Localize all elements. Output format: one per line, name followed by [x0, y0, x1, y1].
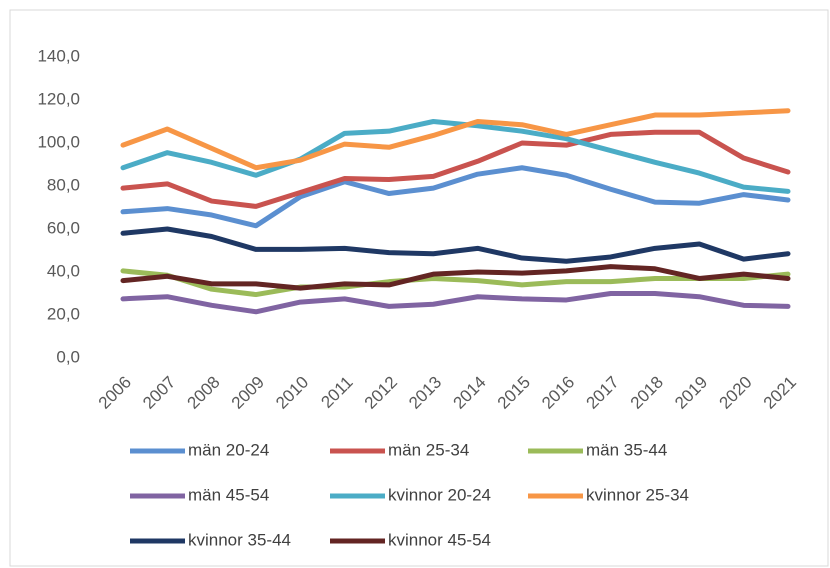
y-tick-label: 20,0	[47, 304, 80, 323]
legend-label: män 45-54	[188, 485, 269, 504]
y-tick-label: 40,0	[47, 261, 80, 280]
series-line	[120, 226, 791, 264]
series-line	[120, 108, 791, 171]
chart-frame	[9, 9, 829, 567]
legend-label: kvinnor 45-54	[388, 530, 491, 549]
y-tick-label: 120,0	[37, 89, 80, 108]
legend-label: kvinnor 20-24	[388, 485, 491, 504]
legend-label: kvinnor 35-44	[188, 530, 291, 549]
series-line	[120, 291, 791, 315]
series-line	[120, 119, 791, 194]
y-tick-label: 60,0	[47, 218, 80, 237]
series-line	[120, 264, 791, 291]
legend-label: kvinnor 25-34	[586, 485, 689, 504]
legend-label: män 20-24	[188, 440, 269, 459]
legend-label: män 35-44	[586, 440, 667, 459]
series-line	[120, 129, 791, 209]
series-line	[120, 165, 791, 229]
y-tick-label: 140,0	[37, 46, 80, 65]
y-tick-label: 80,0	[47, 175, 80, 194]
series-line	[120, 268, 791, 298]
legend-label: män 25-34	[388, 440, 469, 459]
y-tick-label: 0,0	[56, 347, 80, 366]
legend: män 20-24 män 25-34 män 35-44 män 45-54 kvin…	[130, 440, 689, 549]
y-tick-label: 100,0	[37, 132, 80, 151]
